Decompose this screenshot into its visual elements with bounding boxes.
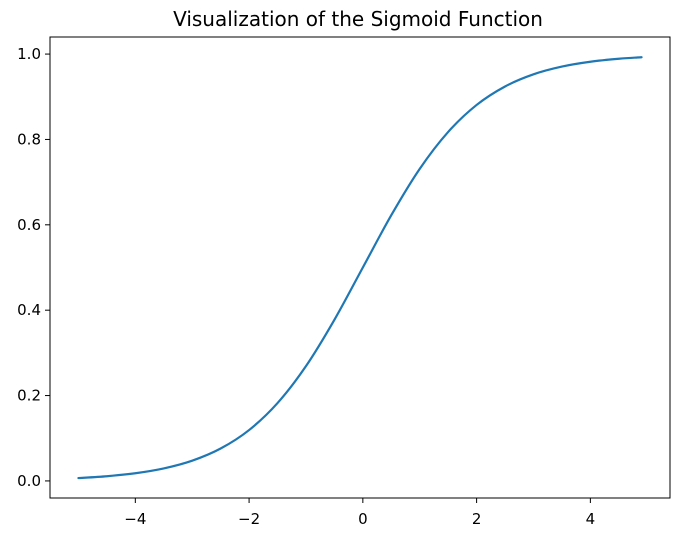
- axes-frame: [49, 36, 671, 499]
- chart-title: Visualization of the Sigmoid Function: [173, 7, 543, 31]
- y-tick-label: 0.4: [17, 301, 41, 319]
- x-axis: −4 −2 0 2 4: [124, 498, 595, 528]
- x-tick-label: 2: [472, 510, 482, 528]
- x-tick-label: −4: [124, 510, 146, 528]
- x-tick-label: 0: [358, 510, 368, 528]
- x-tick-label: −2: [238, 510, 260, 528]
- y-tick-label: 0.6: [17, 216, 41, 234]
- y-axis: 0.0 0.2 0.4 0.6 0.8 1.0: [17, 45, 50, 490]
- sigmoid-line: [77, 56, 643, 480]
- y-tick-label: 0.0: [17, 472, 41, 490]
- y-tick-label: 0.8: [17, 130, 41, 148]
- y-tick-label: 0.2: [17, 387, 41, 405]
- series-layer: [77, 56, 643, 480]
- plot-area: [49, 36, 671, 499]
- x-tick-label: 4: [586, 510, 596, 528]
- y-tick-label: 1.0: [17, 45, 41, 63]
